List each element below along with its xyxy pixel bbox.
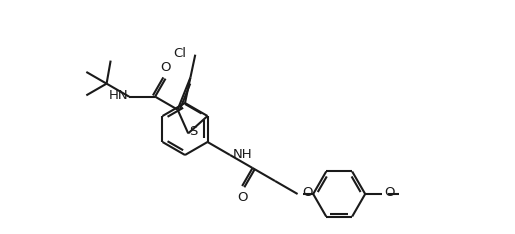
Text: O: O bbox=[160, 61, 171, 74]
Text: O: O bbox=[384, 186, 394, 200]
Text: O: O bbox=[303, 186, 313, 200]
Text: NH: NH bbox=[233, 147, 253, 161]
Text: Cl: Cl bbox=[173, 47, 186, 60]
Text: O: O bbox=[237, 191, 247, 204]
Text: S: S bbox=[189, 125, 197, 138]
Text: HN: HN bbox=[109, 89, 128, 102]
